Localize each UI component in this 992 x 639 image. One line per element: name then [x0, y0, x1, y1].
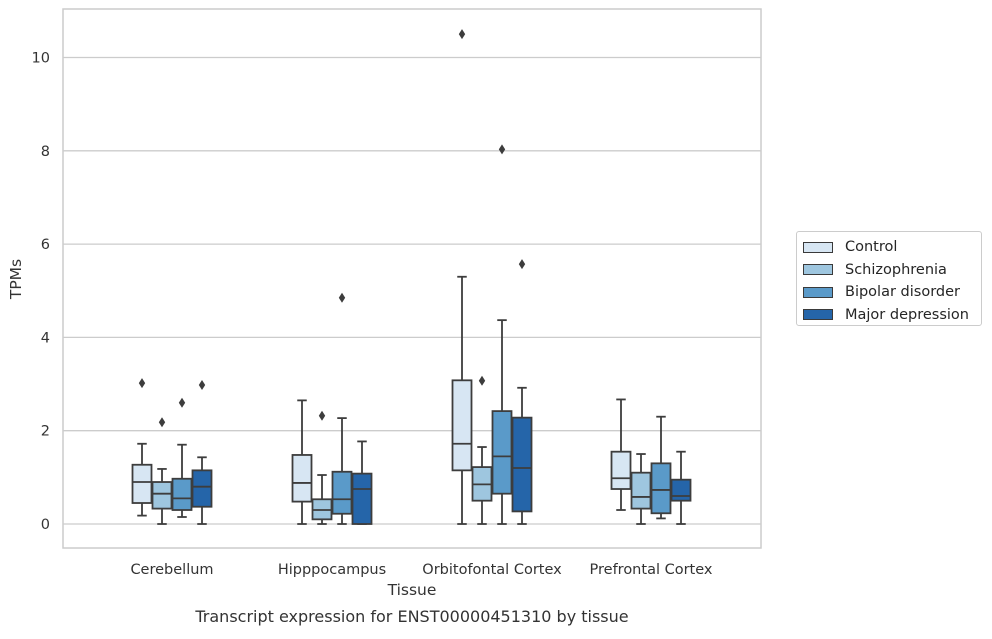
- box: [491, 144, 513, 525]
- x-tick-label: Orbitofontal Cortex: [422, 562, 562, 578]
- x-tick-label: Hipppocampus: [278, 562, 386, 578]
- outlier-point: [478, 375, 486, 386]
- y-tick-label: 8: [41, 144, 50, 160]
- box: [151, 417, 173, 525]
- y-tick-label: 10: [32, 51, 50, 67]
- legend-swatch: [803, 286, 833, 298]
- legend-label: Control: [845, 239, 898, 256]
- box-body: [610, 450, 632, 490]
- box: [471, 375, 493, 525]
- outlier-point: [178, 397, 186, 408]
- outlier-point: [318, 410, 326, 421]
- x-axis-ticks: Cerebellum Hipppocampus Orbitofontal Corte…: [130, 562, 712, 578]
- x-axis-label: Tissue: [387, 581, 437, 599]
- outlier-point: [198, 379, 206, 390]
- box-body: [151, 481, 173, 510]
- legend-item: Schizophrenia: [803, 259, 981, 282]
- y-axis-label: TPMs: [7, 259, 25, 300]
- outlier-point: [458, 29, 466, 40]
- legend-label: Major depression: [845, 306, 969, 323]
- box: [650, 415, 672, 520]
- legend-item: Bipolar disorder: [803, 281, 981, 304]
- box-body: [291, 454, 313, 503]
- legend-label: Bipolar disorder: [845, 284, 960, 301]
- chart-title: Transcript expression for ENST0000045131…: [194, 607, 628, 626]
- legend-item: Major depression: [803, 304, 981, 327]
- outlier-point: [158, 417, 166, 428]
- box: [191, 379, 213, 525]
- box: [451, 29, 473, 525]
- outlier-point: [138, 378, 146, 389]
- box: [351, 440, 373, 525]
- legend-swatch: [803, 241, 833, 253]
- box-body: [351, 472, 373, 525]
- box: [131, 378, 153, 517]
- box: [630, 453, 652, 525]
- box: [291, 399, 313, 525]
- box: [670, 450, 692, 525]
- x-tick-label: Cerebellum: [130, 562, 213, 578]
- series-major-depression: [191, 259, 692, 525]
- gridlines: [63, 56, 761, 525]
- box-plot-marks: [131, 29, 692, 525]
- series-control: [131, 29, 632, 525]
- box-body: [191, 469, 213, 508]
- box-body: [331, 470, 353, 515]
- plot-area-frame: [62, 8, 762, 549]
- legend-swatch: [803, 309, 833, 321]
- box-body: [171, 477, 193, 511]
- box-body: [491, 410, 513, 495]
- box: [311, 410, 333, 525]
- y-tick-label: 2: [41, 424, 50, 440]
- series-schizophrenia: [151, 375, 652, 525]
- box-body: [670, 478, 692, 502]
- x-tick-label: Prefrontal Cortex: [590, 562, 713, 578]
- outlier-point: [498, 144, 506, 155]
- box: [171, 397, 193, 518]
- outlier-point: [518, 259, 526, 270]
- legend-swatch: [803, 264, 833, 276]
- series-bipolar-disorder: [171, 144, 672, 525]
- box-body: [511, 416, 533, 513]
- y-tick-label: 4: [41, 330, 50, 346]
- outlier-point: [338, 292, 346, 303]
- box-body: [650, 462, 672, 515]
- box: [511, 259, 533, 525]
- box-body: [451, 379, 473, 472]
- y-axis-ticks: 0 2 4 6 8 10: [32, 51, 50, 534]
- legend-label: Schizophrenia: [845, 261, 947, 278]
- box: [331, 292, 353, 525]
- chart-legend: Control Schizophrenia Bipolar disorder Majo…: [796, 231, 982, 326]
- y-tick-label: 6: [41, 237, 50, 253]
- box-body: [630, 471, 652, 510]
- legend-item: Control: [803, 236, 981, 259]
- box: [610, 398, 632, 511]
- y-tick-label: 0: [41, 517, 50, 533]
- box-body: [131, 463, 153, 504]
